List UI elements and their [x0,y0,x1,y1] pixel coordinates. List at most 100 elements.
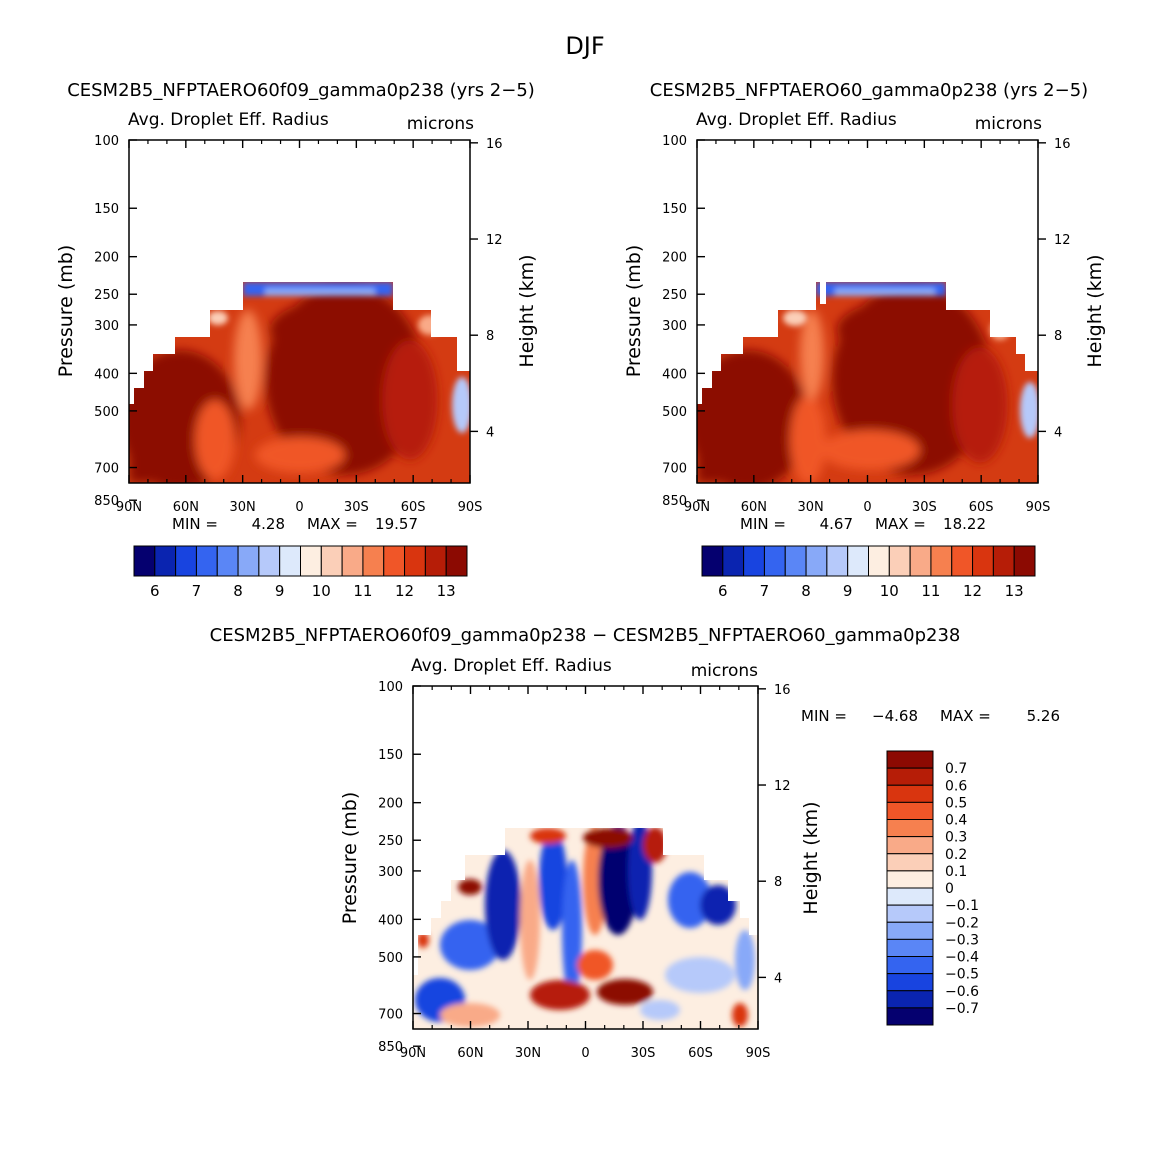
panel-1-missing-mask [129,140,470,404]
colorbar-swatch [992,545,1015,577]
panel-2-gap [820,282,826,304]
y-tick-label: 850 [94,494,119,509]
x-tick-label: 30N [230,500,256,515]
colorbar-swatch [743,545,765,577]
panel-3-axes: 100 150 200 250 300 400 500 700 850 16 12 8 4 90N 60N 3… [378,680,790,1061]
y-tick-label: 200 [94,251,119,266]
y-right-tick-label: 4 [1054,425,1062,440]
colorbar-label: −0.2 [945,915,979,931]
panel-3-min-label: MIN = [801,707,847,725]
colorbar-swatch [701,545,724,577]
y-right-tick-label: 8 [774,875,782,890]
panel-2-ylabel-right: Height (km) [1084,254,1106,367]
colorbar-swatch [300,545,322,577]
x-tick-label: 30S [912,500,937,515]
panel-3: CESM2B5_NFPTAERO60f09_gamma0p238 − CESM2… [210,625,1060,1061]
panel-3-subtitle-right: microns [691,661,758,681]
x-tick-label: 60N [173,500,199,515]
colorbar-swatch [258,545,281,577]
colorbar-label: −0.3 [945,932,979,948]
panel-3-max-value: 5.26 [1027,707,1060,725]
colorbar-swatch [886,938,934,957]
colorbar-label: 6 [718,582,728,600]
panel-1-colorbar: 6 7 8 9 10 11 12 13 [133,545,468,600]
y-right-tick-label: 4 [774,971,782,986]
y-right-tick-label: 16 [1054,137,1071,152]
colorbar-swatch [175,545,197,577]
y-tick-label: 700 [662,462,687,477]
x-tick-label: 90N [116,500,142,515]
panel-2-title: CESM2B5_NFPTAERO60_gamma0p238 (yrs 2−5) [650,80,1088,101]
colorbar-swatch [216,545,239,577]
colorbar-swatch [445,545,468,577]
y-right-tick-label: 12 [1054,233,1071,248]
colorbar-swatch [886,801,934,820]
panel-2-colorbar: 6 7 8 9 10 11 12 13 [701,545,1036,600]
y-tick-label: 250 [662,288,687,303]
panel-3-min-value: −4.68 [872,707,918,725]
y-tick-label: 300 [378,865,403,880]
colorbar-label: 8 [233,582,243,600]
colorbar-label: −0.7 [945,1001,979,1017]
y-tick-label: 500 [662,405,687,420]
colorbar-label: −0.5 [945,967,979,983]
panel-1-ylabel-right: Height (km) [516,254,538,367]
colorbar-label: 10 [312,582,331,600]
x-tick-label: 90S [1026,500,1051,515]
panel-2-missing-mask [697,140,1038,404]
y-tick-label: 850 [662,494,687,509]
panel-2-ylabel: Pressure (mb) [623,245,645,378]
panel-1-subtitle-right: microns [407,114,474,134]
panel-2: CESM2B5_NFPTAERO60_gamma0p238 (yrs 2−5) … [623,80,1106,600]
colorbar-label: 0.2 [945,847,967,863]
panel-1-ylabel: Pressure (mb) [55,245,77,378]
x-tick-label: 0 [581,1046,589,1061]
panel-2-subtitle-right: microns [975,114,1042,134]
colorbar-swatch [909,545,932,577]
colorbar-label: 12 [963,582,982,600]
y-tick-label: 850 [378,1040,403,1055]
panel-2-min-value: 4.67 [820,515,853,533]
panel-2-max-label: MAX = [875,515,926,533]
x-tick-label: 30N [515,1046,541,1061]
colorbar-label: 10 [880,582,899,600]
colorbar-label: 6 [150,582,160,600]
colorbar-label: 0.1 [945,864,967,880]
colorbar-swatch [362,545,385,577]
y-right-tick-label: 16 [774,683,791,698]
colorbar-swatch [320,545,343,577]
y-right-tick-label: 12 [486,233,503,248]
colorbar-swatch [886,870,934,889]
colorbar-label: 12 [395,582,414,600]
x-tick-label: 30S [631,1046,656,1061]
panel-2-subtitle-left: Avg. Droplet Eff. Radius [696,110,897,130]
colorbar-label: 13 [1005,582,1024,600]
y-tick-label: 400 [94,367,119,382]
x-tick-label: 60S [688,1046,713,1061]
colorbar-swatch [886,904,934,923]
x-tick-label: 30S [344,500,369,515]
colorbar-swatch [763,545,786,577]
colorbar-label: 9 [275,582,285,600]
y-tick-label: 150 [94,202,119,217]
colorbar-swatch [886,784,934,803]
panel-2-stats: MIN = 4.67 MAX = 18.22 [740,515,986,533]
colorbar-swatch [341,545,364,577]
colorbar-label: 7 [760,582,770,600]
colorbar-swatch [404,545,426,577]
panel-1-max-label: MAX = [307,515,358,533]
y-tick-label: 200 [378,797,403,812]
y-tick-label: 150 [662,202,687,217]
x-tick-label: 60N [457,1046,483,1061]
panel-3-ylabel-right: Height (km) [800,801,822,914]
colorbar-label: −0.1 [945,898,979,914]
colorbar-swatch [424,545,447,577]
colorbar-swatch [154,545,177,577]
panel-2-plot-field [697,140,1038,483]
y-right-tick-label: 8 [486,329,494,344]
colorbar-swatch [886,819,934,838]
panel-3-title: CESM2B5_NFPTAERO60f09_gamma0p238 − CESM2… [210,625,961,646]
panel-1-min-value: 4.28 [252,515,285,533]
